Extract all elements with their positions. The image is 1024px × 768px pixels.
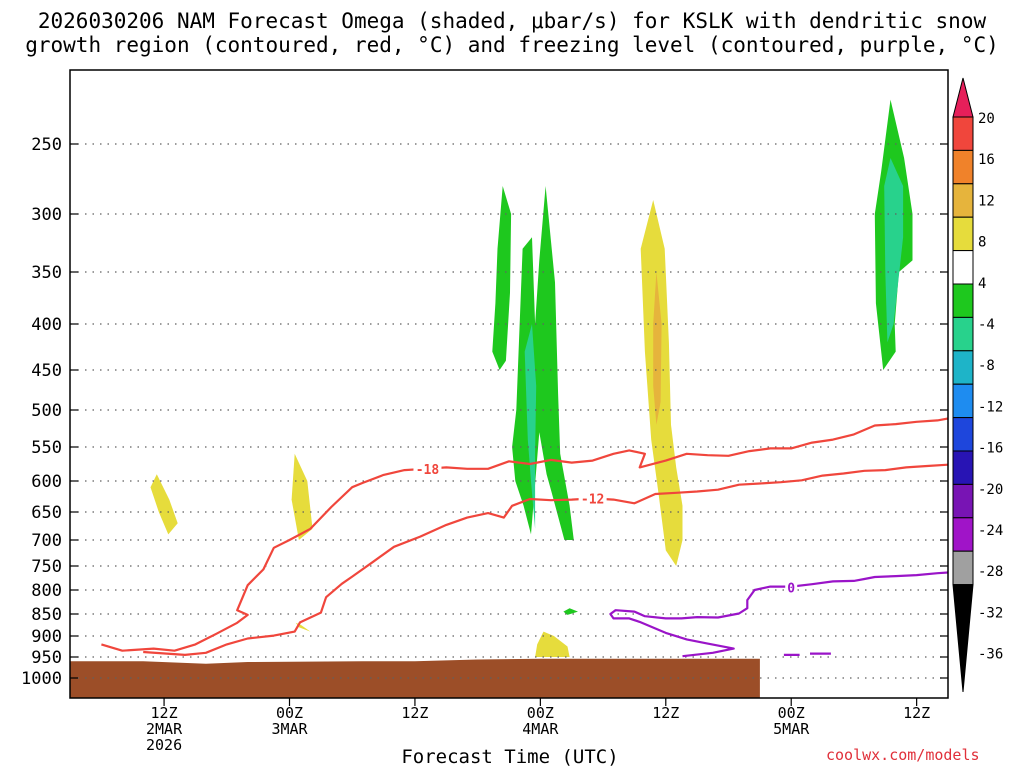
colorbar-label-3: 8 (978, 235, 986, 251)
y-tick-label-550: 550 (31, 438, 62, 458)
omega-region-ascent-column-4mar (640, 200, 683, 566)
colorbar-band-12 (952, 483, 974, 519)
colorbar-label-11: -28 (978, 564, 1003, 580)
y-tick-label-600: 600 (31, 472, 62, 492)
colorbar-band-8 (952, 350, 974, 385)
freezing-contour-label-bg-0 (785, 579, 798, 595)
terrain-layer (70, 658, 760, 698)
colorbar-label-10: -24 (978, 523, 1003, 539)
colorbar-band-13 (952, 517, 974, 552)
colorbar-band-5 (952, 250, 974, 285)
plot-frame (69, 69, 949, 699)
dgz-contour-label-0: -18 (416, 463, 440, 478)
x-tick-label-1-1: 3MAR (271, 720, 308, 738)
x-tick-label-6-0: 12Z (903, 704, 930, 722)
x-tick-label-0-2: 2026 (146, 736, 182, 754)
x-tick-label-2-0: 12Z (401, 704, 428, 722)
y-tick-label-750: 750 (31, 557, 62, 577)
x-tick-label-5-0: 00Z (778, 704, 805, 722)
y-tick-label-850: 850 (31, 605, 62, 625)
x-tick-label-4-0: 12Z (652, 704, 679, 722)
omega-region-ascent-early-morning-2mar (150, 474, 178, 535)
colorbar-band-1 (952, 116, 974, 151)
y-tick-label-900: 900 (31, 627, 62, 647)
colorbar-bottom-arrow (952, 584, 974, 693)
y-tick-label-300: 300 (31, 205, 62, 225)
colorbar-band-7 (952, 316, 974, 352)
y-tick-label-450: 450 (31, 361, 62, 381)
terrain-fill (70, 658, 760, 698)
y-tick-label-250: 250 (31, 135, 62, 155)
omega-region-ascent-column-core (653, 272, 662, 425)
colorbar-top-arrow (952, 77, 974, 118)
dgz-contour-label-bg-1 (578, 490, 607, 506)
y-axis: 2503003504004505005506006507007508008509… (21, 135, 948, 689)
omega-region-sinking-low-4mar (563, 608, 578, 615)
colorbar: 20 16 12 8 4 -4 -8 -12 -16 -20 -24 -28 -32 -36 (952, 77, 1003, 693)
contour-layer: -18 -12 0 (101, 417, 948, 658)
omega-region-sinking-upper-3mar (492, 186, 512, 370)
x-tick-label-0-1: 2MAR (146, 720, 183, 738)
colorbar-band-14 (952, 550, 974, 586)
y-tick-label-650: 650 (31, 503, 62, 523)
colorbar-band-9 (952, 383, 974, 419)
colorbar-band-4 (952, 216, 974, 252)
chart-title-line-1: 2026030206 NAM Forecast Omega (shaded, μ… (37, 9, 987, 33)
chart-title-line-2: growth region (contoured, red, °C) and f… (25, 33, 999, 57)
x-tick-label-5-1: 5MAR (773, 720, 810, 738)
colorbar-label-1: 16 (978, 152, 995, 168)
colorbar-label-12: -32 (978, 605, 1003, 621)
dgz-contour-line-1 (143, 463, 948, 657)
colorbar-label-9: -20 (978, 482, 1003, 498)
y-tick-label-400: 400 (31, 315, 62, 335)
omega-shading-layer (150, 99, 913, 657)
freezing-contour-line-0 (609, 571, 948, 658)
x-axis-title: Forecast Time (UTC) (401, 746, 619, 768)
credit-text: coolwx.com/models (826, 746, 980, 764)
dgz-contour-label-1: -12 (581, 492, 604, 507)
colorbar-label-7: -12 (978, 399, 1003, 415)
colorbar-label-13: -36 (978, 647, 1003, 663)
omega-region-sinking-upper-core (884, 158, 904, 343)
colorbar-label-5: -4 (978, 317, 995, 333)
x-tick-label-1-0: 00Z (276, 704, 303, 722)
dgz-contour-line-0 (101, 417, 948, 652)
dgz-contour-label-bg-0 (413, 460, 442, 476)
y-tick-label-800: 800 (31, 581, 62, 601)
freezing-contour-label-0: 0 (787, 582, 795, 597)
y-tick-label-1000: 1000 (21, 669, 62, 689)
omega-region-sinking-column-3mar (512, 186, 574, 540)
colorbar-label-8: -16 (978, 441, 1003, 457)
colorbar-label-2: 12 (978, 193, 995, 209)
colorbar-band-6 (952, 283, 974, 318)
y-tick-label-700: 700 (31, 531, 62, 551)
colorbar-band-11 (952, 450, 974, 485)
x-tick-label-3-0: 00Z (527, 704, 554, 722)
colorbar-label-0: 20 (978, 111, 995, 127)
x-tick-label-3-1: 4MAR (522, 720, 559, 738)
colorbar-label-4: 4 (978, 276, 986, 292)
colorbar-label-6: -8 (978, 358, 995, 374)
colorbar-band-3 (952, 183, 974, 218)
x-tick-label-0-0: 12Z (151, 704, 178, 722)
colorbar-band-10 (952, 417, 974, 452)
omega-region-ascent-low-4mar (535, 631, 570, 657)
omega-region-ascent-evening-2mar (291, 453, 313, 540)
colorbar-band-2 (952, 149, 974, 185)
y-tick-label-950: 950 (31, 648, 62, 668)
y-tick-label-500: 500 (31, 401, 62, 421)
omega-region-sinking-column-core (524, 324, 537, 529)
y-tick-label-350: 350 (31, 263, 62, 283)
